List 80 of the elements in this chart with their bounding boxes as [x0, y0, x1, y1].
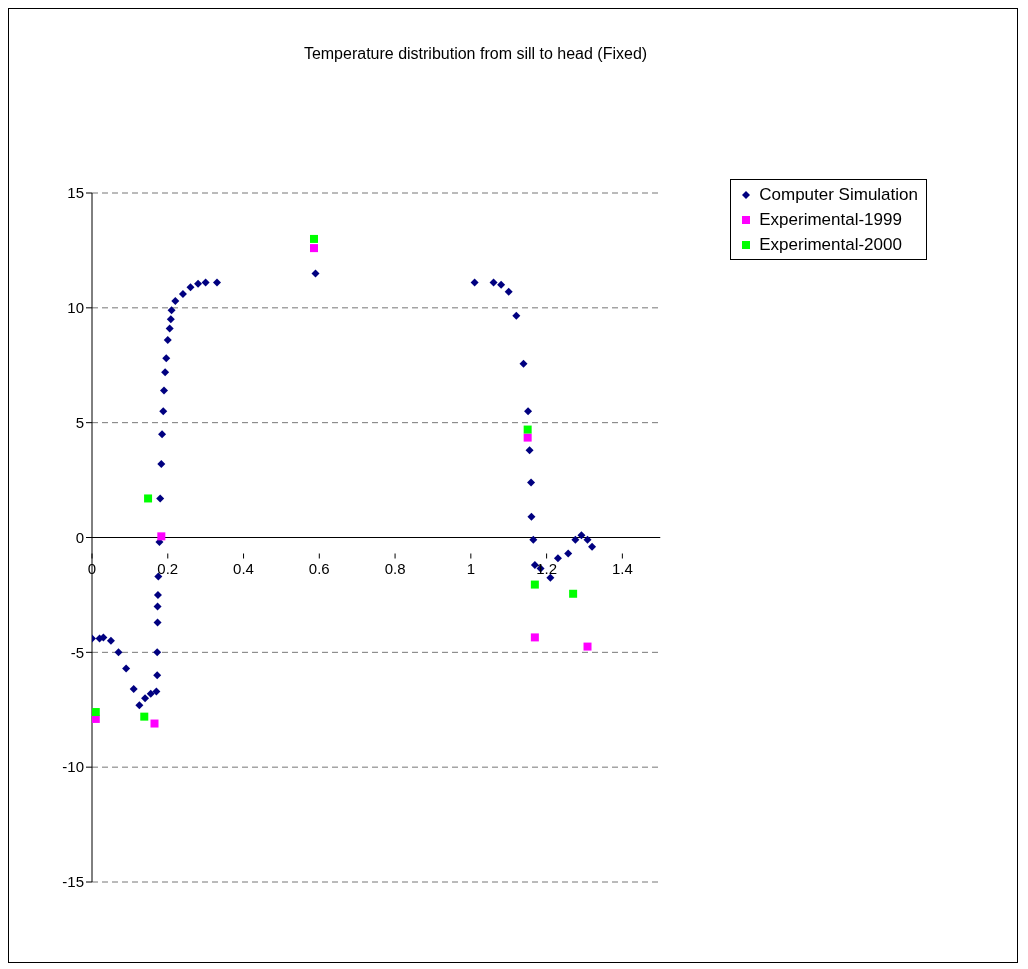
- point: [569, 589, 578, 598]
- y-tick-label: -10: [62, 758, 84, 776]
- point: [588, 542, 597, 551]
- point: [201, 278, 210, 287]
- point: [167, 306, 176, 315]
- point: [153, 618, 162, 627]
- point: [311, 269, 320, 278]
- point: [135, 701, 144, 710]
- point: [519, 359, 528, 368]
- point: [114, 648, 123, 657]
- point: [157, 532, 166, 541]
- point: [527, 478, 536, 487]
- point: [178, 290, 187, 299]
- point: [162, 354, 171, 363]
- x-tick-label: 1: [466, 559, 476, 577]
- point: [129, 685, 138, 694]
- point: [310, 244, 318, 253]
- point: [553, 554, 562, 563]
- point: [213, 278, 222, 287]
- point: [194, 279, 203, 288]
- point: [153, 671, 162, 680]
- x-tick-label: 0: [87, 559, 97, 577]
- point: [529, 535, 538, 544]
- y-tick-label: 0: [75, 528, 84, 546]
- x-tick-label: 0.6: [308, 559, 330, 577]
- point: [166, 315, 175, 324]
- legend-label: Computer Simulation: [759, 184, 918, 206]
- point: [156, 494, 165, 503]
- chart-title: Temperature distribution from sill to head (Fixed): [302, 45, 649, 63]
- point: [158, 430, 167, 439]
- point: [146, 689, 155, 698]
- point: [523, 433, 532, 442]
- point: [530, 633, 539, 642]
- point: [571, 535, 580, 544]
- point: [523, 425, 532, 434]
- x-tick-label: 0.4: [233, 559, 254, 577]
- point: [144, 494, 153, 503]
- point: [159, 386, 168, 395]
- point: [157, 460, 166, 469]
- point: [150, 719, 159, 728]
- point: [153, 602, 162, 611]
- legend-label: Experimental-2000: [759, 234, 902, 256]
- point: [524, 407, 533, 416]
- point: [171, 296, 180, 305]
- point: [577, 531, 586, 540]
- point: [153, 590, 162, 599]
- x-tick-label: 0.8: [384, 559, 406, 577]
- point: [504, 287, 513, 296]
- point: [92, 708, 100, 717]
- x-tick-label: 1.2: [536, 559, 558, 577]
- point: [106, 636, 115, 645]
- y-tick-label: -5: [70, 643, 84, 661]
- point: [489, 278, 498, 287]
- point: [525, 446, 534, 455]
- point: [153, 648, 162, 657]
- x-tick-label: 0.2: [157, 559, 179, 577]
- point: [583, 535, 592, 544]
- point: [470, 278, 479, 287]
- point: [583, 642, 592, 651]
- point: [512, 311, 521, 320]
- point: [497, 280, 506, 289]
- point: [159, 407, 168, 416]
- point: [186, 283, 195, 292]
- y-tick-label: 15: [67, 184, 84, 202]
- point: [564, 549, 573, 558]
- point: [141, 694, 150, 703]
- point: [152, 687, 161, 696]
- point: [165, 324, 174, 333]
- point: [122, 664, 131, 673]
- point: [161, 368, 170, 377]
- y-tick-label: 5: [75, 413, 84, 431]
- point: [140, 712, 149, 721]
- point: [310, 234, 318, 243]
- y-tick-label: 10: [67, 299, 84, 317]
- point: [530, 580, 539, 589]
- legend-label: Experimental-1999: [759, 209, 902, 231]
- point: [163, 335, 172, 344]
- x-tick-label: 1.4: [611, 559, 633, 577]
- point: [527, 512, 536, 521]
- y-tick-label: -15: [62, 873, 84, 891]
